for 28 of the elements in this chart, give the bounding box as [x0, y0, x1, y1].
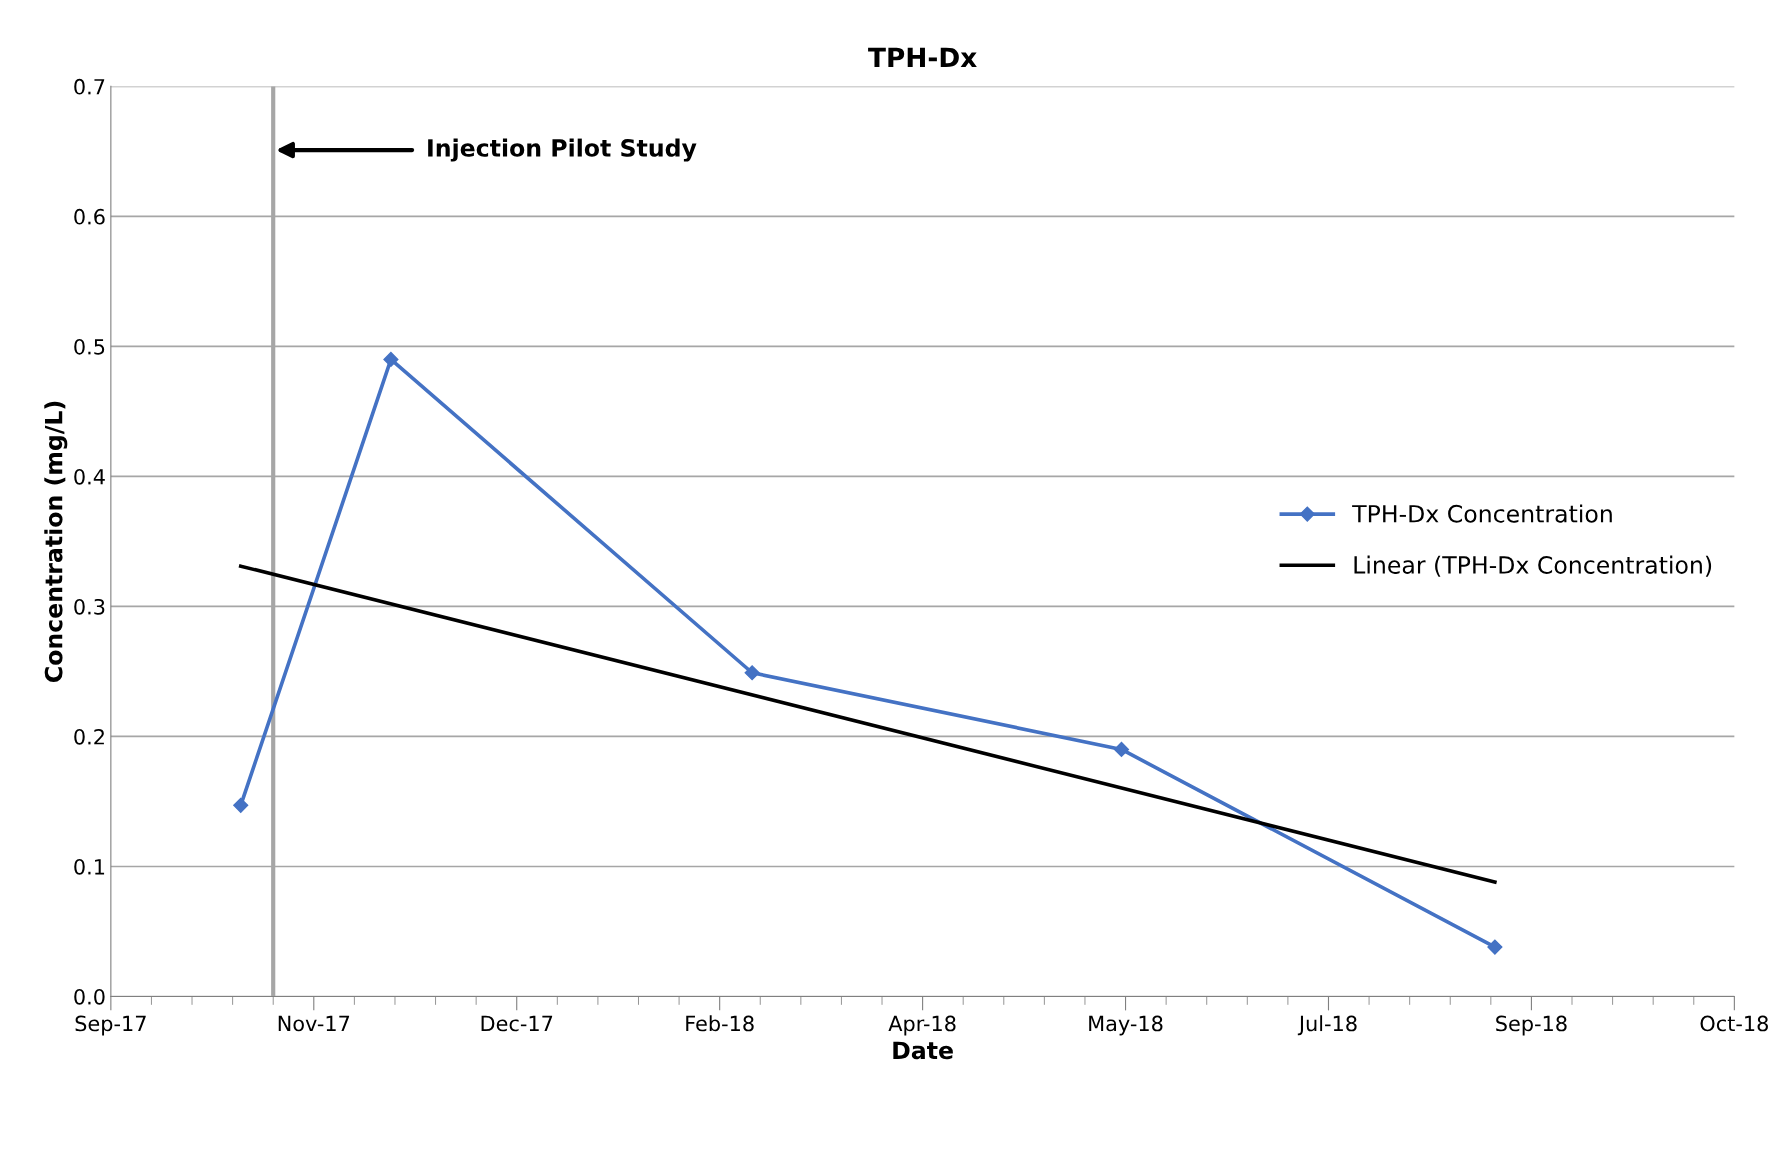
y-tick-label: 0.3 [74, 598, 105, 615]
y-tick-label: 0.5 [74, 338, 105, 355]
point [233, 797, 249, 813]
x-tick-label: Jul-18 [1297, 1015, 1357, 1036]
x-tick-label: Sep-17 [75, 1015, 146, 1036]
point [383, 351, 399, 367]
x-tick-label: Apr-18 [888, 1015, 956, 1036]
point [1487, 939, 1503, 955]
x-tick-label: Sep-18 [1496, 1015, 1567, 1036]
x-tick-label: Oct-18 [1700, 1015, 1768, 1032]
x-tick-label: Dec-17 [481, 1015, 553, 1032]
legend-label: Linear (TPH-Dx Concentration) [1354, 555, 1712, 577]
y-axis-title: Concentration (mg/L) [44, 401, 68, 682]
x-axis-title: Date [893, 1041, 953, 1060]
x-tick-label: Nov-17 [278, 1015, 350, 1032]
y-tick-label: 0.2 [74, 728, 104, 745]
y-tick-label: 0.7 [74, 78, 105, 95]
x-tick-label: Feb-18 [686, 1015, 754, 1032]
chart-title: TPH-Dx [868, 47, 977, 67]
x-tick-label: May-18 [1089, 1015, 1163, 1036]
y-tick-label: 0.1 [74, 858, 105, 875]
y-tick-label: 0.6 [74, 208, 105, 225]
ref-line-label: Injection Pilot Study [428, 138, 697, 162]
y-tick-label: 0.0 [74, 988, 105, 1005]
legend-label: TPH-Dx Concentration [1352, 504, 1612, 523]
point [1113, 741, 1130, 758]
y-tick-label: 0.4 [74, 468, 105, 485]
point [744, 665, 760, 681]
